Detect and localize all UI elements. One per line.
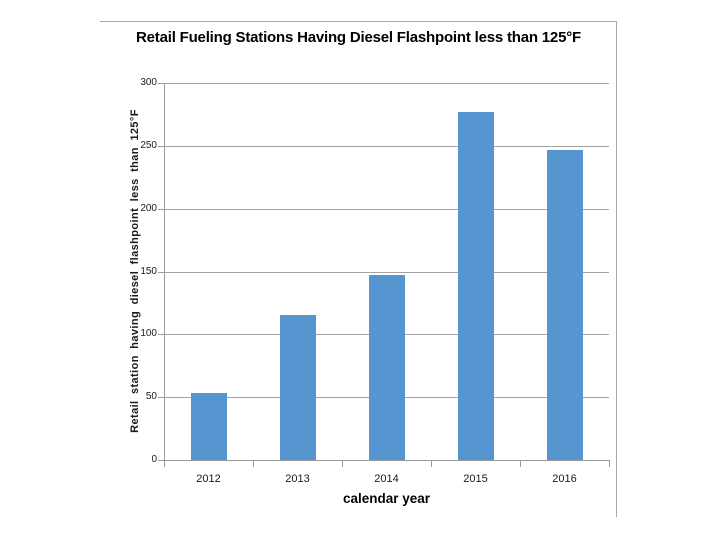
y-tick-mark-300 xyxy=(158,83,164,84)
y-tick-label-50: 50 xyxy=(145,391,157,403)
bar-2016 xyxy=(546,149,583,460)
chart-title: Retail Fueling Stations Having Diesel Fl… xyxy=(136,29,581,46)
x-tick-label-2012: 2012 xyxy=(196,473,221,485)
x-tick-label-2016: 2016 xyxy=(552,473,577,485)
x-tick-mark-2 xyxy=(342,461,343,467)
bar-2013 xyxy=(279,315,316,460)
gridline-200 xyxy=(164,208,609,210)
bar-2015 xyxy=(457,111,494,460)
x-tick-label-2014: 2014 xyxy=(374,473,399,485)
y-tick-label-0: 0 xyxy=(151,454,157,465)
x-tick-mark-5 xyxy=(609,461,610,467)
chart-frame-right-border xyxy=(616,21,617,517)
x-tick-mark-3 xyxy=(431,461,432,467)
y-tick-label-250: 250 xyxy=(140,139,157,151)
bar-2012 xyxy=(190,393,227,460)
gridline-150 xyxy=(164,271,609,273)
y-tick-mark-100 xyxy=(158,334,164,336)
plot-area xyxy=(164,83,609,460)
y-tick-mark-50 xyxy=(158,397,164,399)
y-tick-label-300: 300 xyxy=(140,77,157,88)
bar-2014 xyxy=(368,275,405,460)
x-axis-line xyxy=(164,460,610,461)
y-tick-label-200: 200 xyxy=(140,202,157,214)
x-tick-mark-0 xyxy=(164,461,165,467)
chart-frame-top-border xyxy=(100,21,617,22)
y-tick-label-150: 150 xyxy=(140,265,157,277)
y-tick-label-100: 100 xyxy=(140,328,157,340)
x-axis-title: calendar year xyxy=(342,491,431,506)
y-axis-line xyxy=(164,83,165,466)
x-tick-mark-4 xyxy=(520,461,521,467)
x-tick-label-2013: 2013 xyxy=(285,473,310,485)
y-tick-mark-0 xyxy=(158,460,164,461)
y-tick-mark-200 xyxy=(158,208,164,210)
y-tick-mark-150 xyxy=(158,271,164,273)
y-tick-mark-250 xyxy=(158,145,164,147)
gridline-300 xyxy=(164,83,609,84)
gridline-250 xyxy=(164,145,609,147)
x-tick-label-2015: 2015 xyxy=(463,473,488,485)
x-tick-mark-1 xyxy=(253,461,254,467)
